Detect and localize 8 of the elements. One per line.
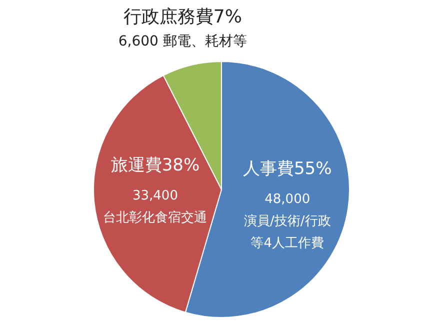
category-label: 行政庶務費7% bbox=[123, 6, 242, 28]
text: 台北彰化食宿交通 bbox=[103, 210, 208, 226]
text: 演員/技術/行政等4人工作費 bbox=[244, 214, 331, 251]
category-label: 旅運費38% bbox=[110, 156, 200, 176]
text: 6,600 郵電、耗材等 bbox=[118, 34, 247, 50]
data-label: 33,400 bbox=[132, 188, 178, 204]
category-label: 人事費55% bbox=[242, 158, 332, 179]
data-label: 48,000 bbox=[264, 192, 310, 207]
